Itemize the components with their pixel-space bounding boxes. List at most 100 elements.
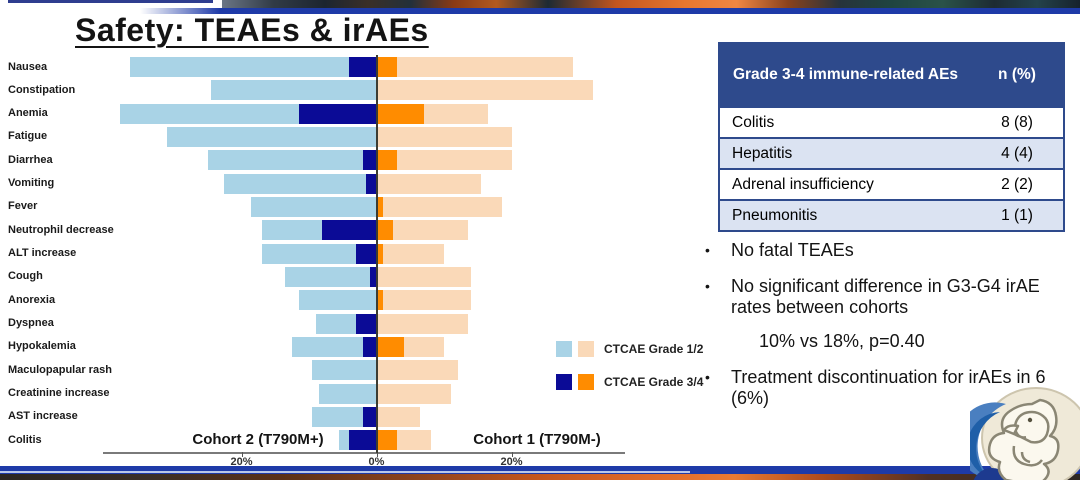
list-item: • No significant difference in G3-G4 irA… bbox=[705, 276, 1077, 318]
bar-segment bbox=[396, 430, 431, 451]
bar-segment bbox=[362, 150, 377, 171]
bar-segment bbox=[166, 126, 377, 147]
bar-segment bbox=[376, 313, 468, 334]
category-label: Colitis bbox=[8, 433, 42, 446]
merlion-logo-icon bbox=[970, 387, 1080, 480]
top-photo-strip bbox=[222, 0, 1080, 8]
legend-swatch-lightblue-icon bbox=[556, 340, 572, 357]
category-label: Constipation bbox=[8, 83, 76, 96]
bar-segment bbox=[129, 57, 350, 77]
table-row: Hepatitis 4 (4) bbox=[720, 137, 1063, 168]
bar-segment bbox=[383, 243, 445, 264]
chart-legend: CTCAE Grade 1/2 CTCAE Grade 3/4 bbox=[556, 340, 703, 406]
legend-label-grade34: CTCAE Grade 3/4 bbox=[604, 374, 704, 389]
bar-segment bbox=[349, 430, 377, 451]
bar-segment bbox=[423, 103, 489, 124]
legend-grade12: CTCAE Grade 1/2 bbox=[556, 340, 703, 357]
bar-segment bbox=[366, 173, 377, 194]
bullet-icon: • bbox=[705, 369, 710, 385]
key-points-list: • No fatal TEAEs • No significant differ… bbox=[705, 240, 1077, 424]
bullet-text: Treatment discontinuation for irAEs in 6… bbox=[731, 367, 1046, 408]
list-item: • No fatal TEAEs bbox=[705, 240, 1077, 261]
bullet-sub-text: 10% vs 18%, p=0.40 bbox=[759, 331, 925, 351]
list-item: • Treatment discontinuation for irAEs in… bbox=[705, 367, 1077, 409]
bar-segment bbox=[315, 313, 357, 334]
bar-segment bbox=[393, 220, 468, 241]
x-axis-tick bbox=[511, 452, 513, 457]
x-axis-tick bbox=[376, 452, 378, 457]
table-cell-value: 4 (4) bbox=[1001, 144, 1033, 162]
bar-segment bbox=[376, 406, 421, 427]
bar-segment bbox=[396, 150, 512, 171]
bar-segment bbox=[403, 336, 445, 357]
table-header: Grade 3-4 immune-related AEs n (%) bbox=[720, 44, 1063, 106]
bar-segment bbox=[362, 406, 377, 427]
top-navy-bar bbox=[140, 8, 1080, 14]
x-axis-tick-label: 0% bbox=[368, 456, 385, 468]
grade34-irae-table: Grade 3-4 immune-related AEs n (%) Colit… bbox=[718, 42, 1065, 232]
bar-segment bbox=[298, 290, 377, 311]
bar-segment bbox=[376, 126, 512, 147]
table-row: Colitis 8 (8) bbox=[720, 106, 1063, 137]
category-label: Maculopapular rash bbox=[8, 363, 112, 376]
table-row: Adrenal insufficiency 2 (2) bbox=[720, 168, 1063, 199]
bullet-icon: • bbox=[705, 278, 710, 294]
list-item-sub: 10% vs 18%, p=0.40 bbox=[705, 331, 1077, 352]
table-cell-value: 8 (8) bbox=[1001, 113, 1033, 131]
category-label: AST increase bbox=[8, 410, 78, 423]
bar-segment bbox=[376, 150, 397, 171]
bar-segment bbox=[312, 360, 377, 381]
category-label: Anorexia bbox=[8, 293, 56, 306]
bar-segment bbox=[298, 103, 377, 124]
bar-segment bbox=[349, 57, 377, 77]
bar-segment bbox=[312, 406, 363, 427]
bar-segment bbox=[319, 383, 377, 404]
category-label: Fever bbox=[8, 200, 38, 213]
table-row: Pneumonitis 1 (1) bbox=[720, 199, 1063, 230]
bar-segment bbox=[376, 336, 404, 357]
cohort-1-label: Cohort 1 (T790M-) bbox=[473, 431, 601, 448]
cohort-2-label: Cohort 2 (T790M+) bbox=[192, 431, 324, 448]
slide-title: Safety: TEAEs & irAEs bbox=[75, 12, 429, 48]
x-axis-line bbox=[103, 452, 625, 454]
bar-segment bbox=[383, 196, 502, 217]
bar-segment bbox=[285, 266, 370, 287]
bullet-text: No fatal TEAEs bbox=[731, 240, 854, 260]
bullet-icon: • bbox=[705, 242, 710, 258]
table-cell-ae: Hepatitis bbox=[732, 144, 793, 162]
table-cell-value: 1 (1) bbox=[1001, 206, 1033, 224]
bar-segment bbox=[356, 243, 377, 264]
bar-segment bbox=[396, 57, 573, 77]
bar-segment bbox=[369, 266, 377, 287]
bar-segment bbox=[376, 360, 458, 381]
bottom-photo-strip bbox=[0, 474, 1080, 480]
legend-swatch-orange-icon bbox=[578, 373, 594, 390]
bar-segment bbox=[376, 243, 384, 264]
category-label: Vomiting bbox=[8, 177, 55, 190]
bar-segment bbox=[376, 57, 397, 77]
top-left-divider bbox=[8, 0, 213, 3]
bar-segment bbox=[322, 220, 377, 241]
bar-segment bbox=[383, 290, 472, 311]
bar-segment bbox=[376, 103, 424, 124]
category-label: Creatinine increase bbox=[8, 387, 110, 400]
bar-segment bbox=[251, 196, 377, 217]
bar-segment bbox=[376, 290, 384, 311]
category-label: Cough bbox=[8, 270, 43, 283]
legend-swatch-lightorange-icon bbox=[578, 340, 594, 357]
category-label: Hypokalemia bbox=[8, 340, 76, 353]
bar-segment bbox=[376, 383, 451, 404]
category-label: Dyspnea bbox=[8, 317, 54, 330]
table-cell-ae: Adrenal insufficiency bbox=[732, 175, 874, 193]
category-label: Nausea bbox=[8, 60, 48, 73]
bar-segment bbox=[376, 220, 394, 241]
category-label: Neutrophil decrease bbox=[8, 223, 114, 236]
bullet-text: No significant difference in G3-G4 irAE … bbox=[731, 276, 1040, 317]
bar-segment bbox=[339, 430, 350, 451]
legend-label-grade12: CTCAE Grade 1/2 bbox=[604, 341, 704, 356]
table-cell-ae: Pneumonitis bbox=[732, 206, 818, 224]
bar-segment bbox=[261, 243, 357, 264]
category-label: ALT increase bbox=[8, 247, 77, 260]
bar-segment bbox=[376, 173, 482, 194]
